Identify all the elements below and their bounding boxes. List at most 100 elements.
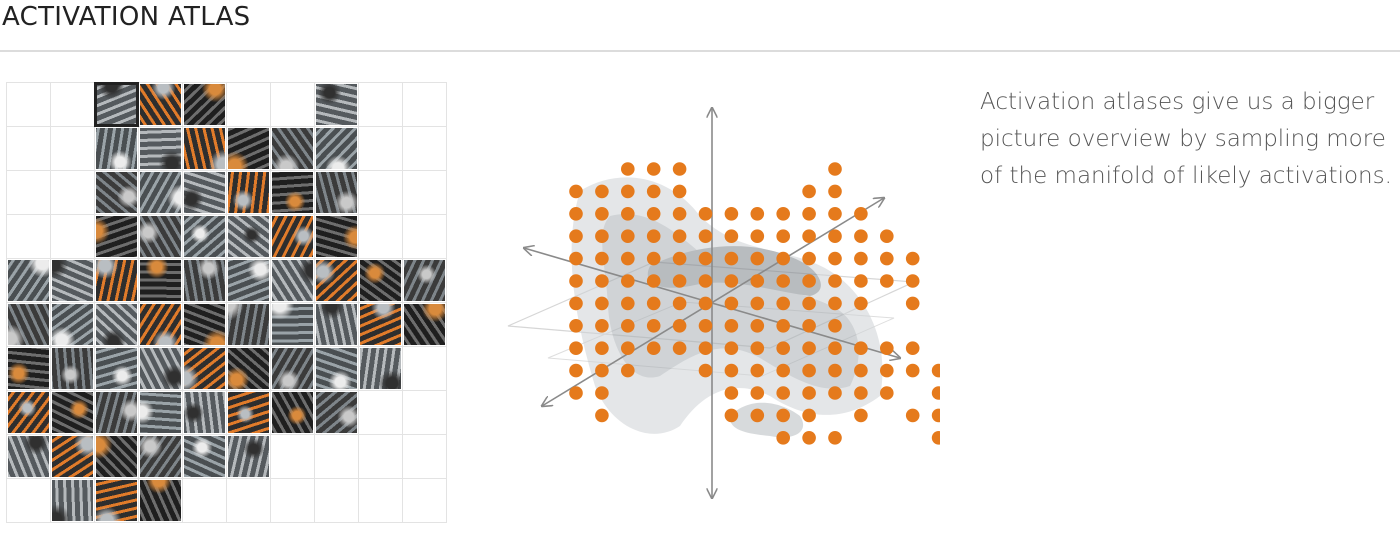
atlas-tile[interactable] bbox=[8, 348, 49, 389]
atlas-tile[interactable] bbox=[228, 348, 269, 389]
atlas-cell bbox=[403, 303, 447, 347]
atlas-tile[interactable] bbox=[52, 260, 93, 301]
atlas-tile[interactable] bbox=[96, 436, 137, 477]
atlas-tile[interactable] bbox=[52, 480, 93, 521]
atlas-tile[interactable] bbox=[140, 480, 181, 521]
atlas-tile[interactable] bbox=[52, 348, 93, 389]
atlas-tile[interactable] bbox=[52, 436, 93, 477]
atlas-tile[interactable] bbox=[140, 348, 181, 389]
atlas-tile[interactable] bbox=[140, 260, 181, 301]
atlas-tile[interactable] bbox=[52, 392, 93, 433]
atlas-tile[interactable] bbox=[8, 392, 49, 433]
atlas-cell bbox=[95, 435, 139, 479]
atlas-tile[interactable] bbox=[228, 304, 269, 345]
atlas-tile[interactable] bbox=[8, 260, 49, 301]
atlas-tile[interactable] bbox=[140, 304, 181, 345]
atlas-tile[interactable] bbox=[316, 392, 357, 433]
atlas-tile[interactable] bbox=[228, 216, 269, 257]
atlas-tile[interactable] bbox=[96, 392, 137, 433]
atlas-tile[interactable] bbox=[96, 304, 137, 345]
atlas-tile[interactable] bbox=[184, 216, 225, 257]
atlas-tile[interactable] bbox=[184, 172, 225, 213]
atlas-tile[interactable] bbox=[316, 260, 357, 301]
atlas-tile[interactable] bbox=[228, 172, 269, 213]
atlas-tile[interactable] bbox=[96, 216, 137, 257]
atlas-tile[interactable] bbox=[272, 172, 313, 213]
sample-dot bbox=[569, 363, 583, 378]
atlas-tile[interactable] bbox=[272, 348, 313, 389]
atlas-tile[interactable] bbox=[96, 260, 137, 301]
atlas-tile[interactable] bbox=[184, 436, 225, 477]
atlas-cell bbox=[7, 259, 51, 303]
atlas-tile[interactable] bbox=[140, 84, 181, 125]
atlas-tile[interactable] bbox=[228, 260, 269, 301]
atlas-tile[interactable] bbox=[8, 304, 49, 345]
atlas-tile[interactable] bbox=[184, 348, 225, 389]
sample-dot bbox=[569, 229, 583, 243]
atlas-cell bbox=[183, 259, 227, 303]
atlas-cell bbox=[315, 171, 359, 215]
atlas-tile[interactable] bbox=[360, 304, 401, 345]
atlas-tile[interactable] bbox=[96, 172, 137, 213]
sample-dot bbox=[672, 207, 687, 221]
sample-dot bbox=[905, 341, 920, 355]
atlas-cell bbox=[51, 259, 95, 303]
atlas-tile[interactable] bbox=[272, 260, 313, 301]
atlas-tile[interactable] bbox=[228, 128, 269, 169]
atlas-tile-selected[interactable] bbox=[94, 82, 139, 127]
sample-dot bbox=[828, 319, 842, 333]
atlas-tile[interactable] bbox=[316, 128, 357, 169]
sample-dot bbox=[698, 296, 713, 311]
atlas-tile[interactable] bbox=[360, 260, 401, 301]
sample-dot bbox=[802, 386, 816, 400]
atlas-tile[interactable] bbox=[184, 260, 225, 301]
sample-dot bbox=[569, 207, 583, 221]
atlas-tile[interactable] bbox=[316, 216, 357, 257]
atlas-tile[interactable] bbox=[184, 392, 225, 433]
sample-dot bbox=[672, 296, 687, 311]
atlas-tile[interactable] bbox=[228, 436, 269, 477]
sample-dot bbox=[569, 296, 583, 311]
atlas-cell bbox=[7, 435, 51, 479]
atlas-tile[interactable] bbox=[8, 436, 49, 477]
atlas-tile[interactable] bbox=[404, 260, 445, 301]
atlas-tile[interactable] bbox=[272, 128, 313, 169]
atlas-tile[interactable] bbox=[140, 216, 181, 257]
atlas-tile[interactable] bbox=[96, 480, 137, 521]
atlas-tile[interactable] bbox=[184, 128, 225, 169]
sample-dot bbox=[750, 363, 765, 378]
atlas-tile[interactable] bbox=[52, 304, 93, 345]
atlas-cell bbox=[227, 303, 271, 347]
atlas-tile[interactable] bbox=[272, 216, 313, 257]
atlas-tile[interactable] bbox=[140, 392, 181, 433]
atlas-cell bbox=[139, 391, 183, 435]
atlas-tile[interactable] bbox=[272, 392, 313, 433]
sample-dot bbox=[802, 363, 816, 378]
atlas-tile[interactable] bbox=[316, 172, 357, 213]
atlas-tile[interactable] bbox=[272, 304, 313, 345]
atlas-tile[interactable] bbox=[140, 436, 181, 477]
atlas-cell bbox=[95, 347, 139, 391]
atlas-cell bbox=[183, 391, 227, 435]
atlas-tile[interactable] bbox=[140, 172, 181, 213]
atlas-cell bbox=[315, 83, 359, 127]
atlas-tile[interactable] bbox=[404, 304, 445, 345]
sample-dot bbox=[776, 341, 790, 355]
sample-dot bbox=[750, 386, 765, 400]
atlas-tile[interactable] bbox=[140, 128, 181, 169]
sample-dot bbox=[750, 341, 765, 355]
atlas-tile[interactable] bbox=[184, 304, 225, 345]
atlas-tile[interactable] bbox=[316, 84, 357, 125]
sample-dot bbox=[724, 251, 739, 266]
atlas-tile[interactable] bbox=[316, 348, 357, 389]
atlas-tile[interactable] bbox=[316, 304, 357, 345]
atlas-tile[interactable] bbox=[96, 128, 137, 169]
atlas-cell bbox=[359, 83, 403, 127]
atlas-cell bbox=[139, 347, 183, 391]
sample-dot bbox=[828, 162, 842, 176]
atlas-tile[interactable] bbox=[184, 84, 225, 125]
sample-dot bbox=[621, 251, 635, 266]
atlas-tile[interactable] bbox=[228, 392, 269, 433]
atlas-tile[interactable] bbox=[96, 348, 137, 389]
atlas-tile[interactable] bbox=[360, 348, 401, 389]
